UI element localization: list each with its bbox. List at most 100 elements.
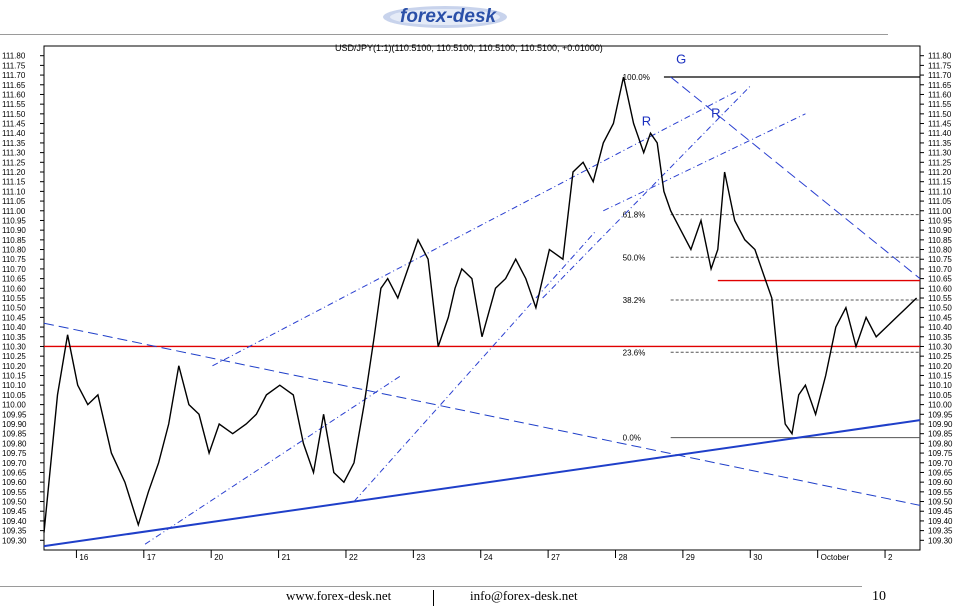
y-tick-label-left: 111.70 (2, 71, 26, 80)
pattern-annotation: G (676, 51, 686, 66)
y-tick-label-left: 109.70 (2, 459, 27, 468)
y-tick-label-left: 109.50 (2, 498, 27, 507)
x-tick-label: 2 (888, 553, 893, 562)
y-tick-label-left: 110.05 (2, 391, 26, 400)
y-tick-label-left: 111.30 (2, 149, 26, 158)
fib-level-label: 61.8% (623, 211, 646, 220)
fib-level-label: 100.0% (623, 73, 650, 82)
y-tick-label-right: 111.35 (928, 139, 952, 148)
y-tick-label-left: 110.10 (2, 381, 26, 390)
y-tick-label-left: 111.10 (2, 187, 26, 196)
x-tick-label: 20 (214, 553, 223, 562)
pattern-annotation: R (642, 113, 651, 128)
y-tick-label-right: 109.85 (928, 430, 953, 439)
y-tick-label-left: 111.60 (2, 90, 26, 99)
y-tick-label-right: 110.70 (928, 265, 952, 274)
y-tick-label-left: 110.85 (2, 236, 26, 245)
y-tick-label-right: 111.10 (928, 187, 952, 196)
y-tick-label-left: 110.40 (2, 323, 26, 332)
y-tick-label-left: 111.80 (2, 52, 26, 61)
price-series-line (43, 76, 918, 533)
y-tick-label-left: 111.15 (2, 178, 26, 187)
y-tick-label-left: 111.65 (2, 81, 26, 90)
y-tick-label-right: 110.55 (928, 294, 952, 303)
y-tick-label-right: 110.40 (928, 323, 952, 332)
y-tick-label-right: 111.65 (928, 81, 952, 90)
fib-level-label: 50.0% (623, 253, 646, 262)
y-tick-label-right: 110.60 (928, 284, 952, 293)
y-tick-label-right: 110.25 (928, 352, 952, 361)
y-tick-label-right: 111.40 (928, 129, 952, 138)
forex-desk-logo (380, 4, 510, 30)
trendline (542, 84, 752, 299)
y-tick-label-right: 110.75 (928, 255, 952, 264)
y-tick-label-right: 110.45 (928, 313, 952, 322)
x-tick-label: 16 (79, 553, 88, 562)
y-tick-label-left: 109.95 (2, 410, 27, 419)
fib-level-label: 38.2% (623, 296, 646, 305)
page-number: 10 (872, 589, 886, 604)
y-tick-label-right: 109.95 (928, 410, 953, 419)
trendline (212, 90, 739, 367)
y-tick-label-left: 109.65 (2, 468, 27, 477)
x-tick-label: 29 (686, 553, 695, 562)
y-tick-label-right: 111.70 (928, 71, 952, 80)
y-tick-label-left: 110.35 (2, 333, 26, 342)
plot-frame (43, 45, 921, 551)
y-tick-label-left: 109.60 (2, 478, 27, 487)
y-tick-label-right: 111.55 (928, 100, 952, 109)
y-tick-label-left: 111.75 (2, 61, 26, 70)
logo-swoosh-icon (383, 6, 507, 28)
fib-level-label: 23.6% (623, 348, 646, 357)
y-tick-label-left: 110.65 (2, 275, 26, 284)
y-tick-label-right: 110.05 (928, 391, 952, 400)
y-tick-label-right: 111.80 (928, 52, 952, 61)
y-tick-label-left: 109.30 (2, 536, 27, 545)
fib-level-label: 0.0% (623, 434, 641, 443)
y-tick-label-left: 110.50 (2, 304, 26, 313)
y-tick-label-right: 109.30 (928, 536, 953, 545)
y-tick-label-right: 111.00 (928, 207, 952, 216)
footer-website-link[interactable]: www.forex-desk.net (286, 588, 392, 603)
y-tick-label-right: 109.60 (928, 478, 953, 487)
y-tick-label-right: 111.05 (928, 197, 952, 206)
x-tick-label: 30 (753, 553, 762, 562)
y-tick-label-right: 110.20 (928, 362, 952, 371)
y-tick-label-left: 110.95 (2, 216, 26, 225)
y-tick-label-left: 110.60 (2, 284, 26, 293)
y-tick-label-left: 109.75 (2, 449, 27, 458)
y-tick-label-left: 111.50 (2, 110, 26, 119)
y-tick-label-right: 110.10 (928, 381, 952, 390)
y-tick-label-right: 109.35 (928, 527, 953, 536)
y-tick-label-right: 111.25 (928, 158, 952, 167)
y-tick-label-right: 109.70 (928, 459, 953, 468)
y-tick-label-right: 109.45 (928, 507, 953, 516)
x-tick-label: 23 (416, 553, 425, 562)
y-tick-label-right: 111.75 (928, 61, 952, 70)
y-tick-label-right: 109.90 (928, 420, 953, 429)
x-tick-label: 21 (282, 553, 291, 562)
chart-title: USD/JPY(1:1)(110.5100, 110.5100, 110.510… (335, 43, 603, 53)
x-tick-label: 24 (484, 553, 493, 562)
y-tick-label-left: 109.55 (2, 488, 27, 497)
pattern-annotation: R (711, 106, 720, 121)
trendline (670, 76, 921, 280)
y-tick-label-right: 111.15 (928, 178, 952, 187)
y-tick-label-right: 109.50 (928, 498, 953, 507)
y-tick-label-right: 109.80 (928, 439, 953, 448)
y-tick-label-right: 111.30 (928, 149, 952, 158)
y-tick-label-left: 110.55 (2, 294, 26, 303)
y-tick-label-right: 111.20 (928, 168, 952, 177)
y-tick-label-left: 111.05 (2, 197, 26, 206)
x-tick-label: October (821, 553, 850, 562)
x-tick-label: 22 (349, 553, 358, 562)
trendline (353, 229, 597, 502)
y-tick-label-right: 110.95 (928, 216, 952, 225)
footer-email-link[interactable]: info@forex-desk.net (470, 588, 578, 603)
y-tick-label-left: 111.40 (2, 129, 26, 138)
y-tick-label-left: 109.45 (2, 507, 27, 516)
y-tick-label-left: 110.75 (2, 255, 26, 264)
y-tick-label-left: 111.25 (2, 158, 26, 167)
y-tick-label-left: 109.80 (2, 439, 27, 448)
footer-separator (433, 590, 434, 606)
